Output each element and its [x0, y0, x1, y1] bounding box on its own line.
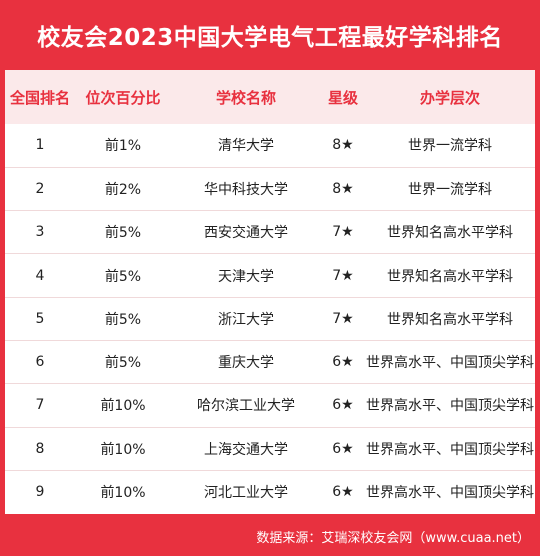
page-title: 校友会2023中国大学电气工程最好学科排名	[37, 25, 503, 51]
cell-stars: 8★	[332, 180, 354, 197]
header-level: 办学层次	[419, 88, 480, 107]
cell-level: 世界高水平、中国顶尖学科	[366, 355, 534, 372]
cell-school: 河北工业大学	[204, 485, 288, 502]
cell-rank: 8	[35, 440, 45, 457]
cell-school: 哈尔滨工业大学	[197, 398, 295, 415]
cell-rank: 2	[35, 180, 45, 197]
cell-stars: 6★	[332, 354, 354, 371]
header-percentile: 位次百分比	[85, 88, 161, 107]
cell-stars: 6★	[332, 397, 354, 414]
cell-percentile: 前5%	[104, 268, 142, 285]
cell-stars: 6★	[332, 484, 354, 501]
table-row: 7 前10% 哈尔滨工业大学 6★ 世界高水平、中国顶尖学科	[5, 384, 535, 428]
cell-rank: 9	[35, 484, 45, 501]
cell-school: 上海交通大学	[204, 441, 288, 458]
table-row: 9 前10% 河北工业大学 6★ 世界高水平、中国顶尖学科	[5, 470, 535, 513]
cell-rank: 6	[35, 354, 45, 371]
cell-school: 天津大学	[218, 268, 274, 285]
table-row: 6 前5% 重庆大学 6★ 世界高水平、中国顶尖学科	[5, 340, 535, 384]
ranking-table-card: 全国排名 位次百分比 学校名称 星级 办学层次 1 前1% 清华大学 8★ 世界…	[5, 70, 535, 514]
cell-stars: 7★	[332, 310, 354, 327]
cell-percentile: 前5%	[104, 355, 142, 372]
cell-level: 世界高水平、中国顶尖学科	[366, 441, 534, 458]
cell-level: 世界知名高水平学科	[387, 268, 513, 285]
table-row: 2 前2% 华中科技大学 8★ 世界一流学科	[5, 167, 535, 211]
cell-percentile: 前10%	[100, 485, 146, 502]
cell-level: 世界高水平、中国顶尖学科	[366, 398, 534, 415]
cell-school: 华中科技大学	[204, 181, 288, 198]
cell-level: 世界高水平、中国顶尖学科	[366, 485, 534, 502]
cell-percentile: 前1%	[104, 138, 142, 155]
cell-school: 重庆大学	[218, 355, 274, 372]
cell-school: 西安交通大学	[204, 225, 288, 242]
cell-percentile: 前10%	[100, 441, 146, 458]
header-school: 学校名称	[215, 88, 276, 107]
cell-stars: 7★	[332, 224, 354, 241]
cell-rank: 1	[35, 137, 45, 154]
cell-school: 清华大学	[218, 138, 274, 155]
table-row: 1 前1% 清华大学 8★ 世界一流学科	[5, 124, 535, 168]
cell-stars: 6★	[332, 440, 354, 457]
cell-rank: 5	[35, 310, 45, 327]
data-source-note: 数据来源：艾瑞深校友会网（www.cuaa.net）	[256, 530, 530, 546]
header-rank: 全国排名	[9, 88, 70, 107]
table-row: 3 前5% 西安交通大学 7★ 世界知名高水平学科	[5, 211, 535, 254]
cell-rank: 4	[35, 267, 45, 284]
cell-level: 世界一流学科	[408, 138, 492, 155]
table-row: 4 前5% 天津大学 7★ 世界知名高水平学科	[5, 254, 535, 298]
cell-rank: 3	[35, 224, 45, 241]
cell-stars: 7★	[332, 267, 354, 284]
cell-percentile: 前10%	[100, 398, 146, 415]
cell-school: 浙江大学	[218, 311, 274, 328]
cell-percentile: 前5%	[104, 311, 142, 328]
table-header-row: 全国排名 位次百分比 学校名称 星级 办学层次	[5, 70, 535, 124]
header-stars: 星级	[327, 88, 358, 107]
ranking-table: 全国排名 位次百分比 学校名称 星级 办学层次 1 前1% 清华大学 8★ 世界…	[5, 70, 535, 514]
table-row: 8 前10% 上海交通大学 6★ 世界高水平、中国顶尖学科	[5, 427, 535, 471]
table-row: 5 前5% 浙江大学 7★ 世界知名高水平学科	[5, 297, 535, 341]
cell-level: 世界一流学科	[408, 181, 492, 198]
cell-level: 世界知名高水平学科	[387, 225, 513, 242]
cell-rank: 7	[35, 397, 45, 414]
cell-level: 世界知名高水平学科	[387, 311, 513, 328]
cell-percentile: 前5%	[104, 225, 142, 242]
cell-percentile: 前2%	[104, 181, 142, 198]
cell-stars: 8★	[332, 137, 354, 154]
